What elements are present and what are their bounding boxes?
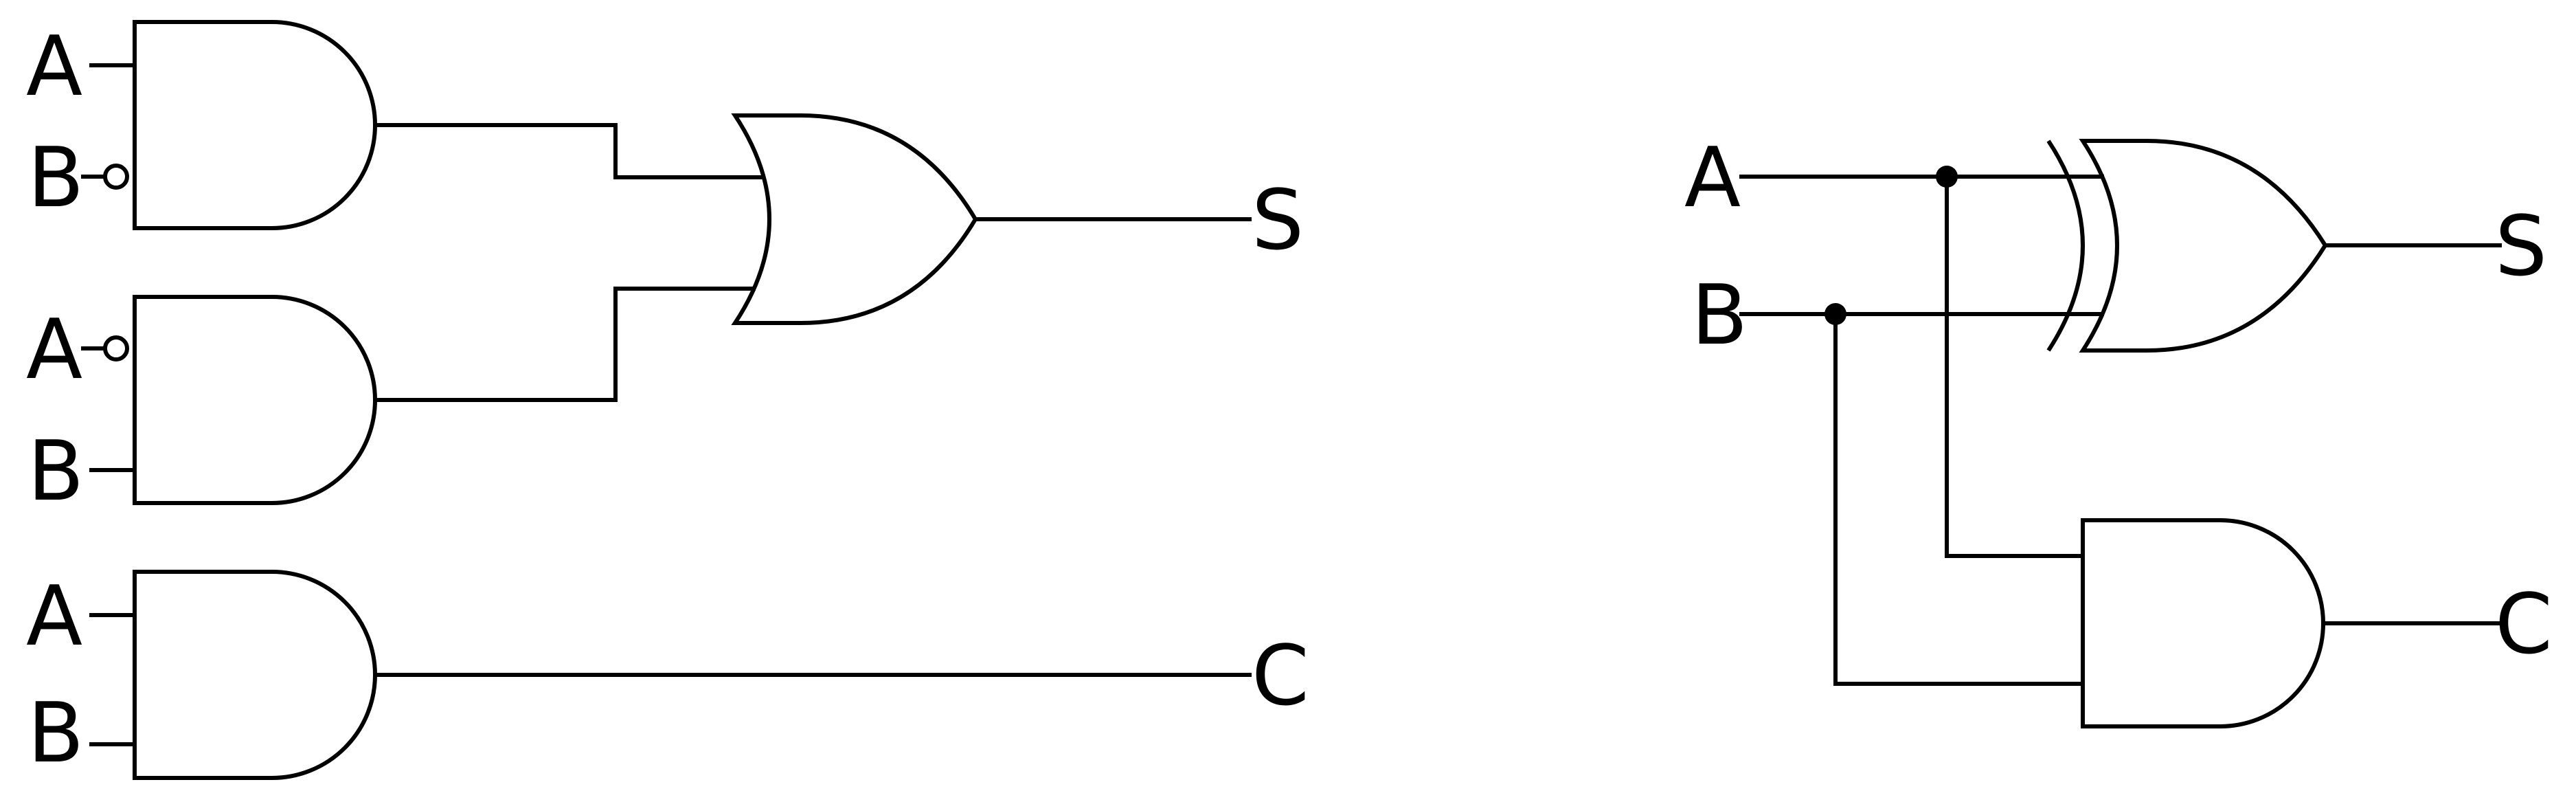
and-gate-carry [2081,518,2325,728]
carry-label-left: C [1252,629,1309,724]
b-branch-wire [1833,314,2083,686]
or-gate [731,113,978,325]
g2-label-b: B [27,424,84,520]
g3-label-b: B [27,686,84,781]
g1-label-b: B [27,131,84,226]
g3-label-a: A [26,569,82,665]
right-label-a: A [1684,131,1741,226]
g2-label-a: A [26,302,82,398]
xor-extra-arc [2046,140,2085,352]
sum-label-left: S [1252,173,1304,269]
a-branch-wire [1945,177,2083,558]
xor-gate [2079,139,2328,353]
g2-inverter-bubble [103,335,129,361]
right-label-b: B [1691,268,1748,364]
and-gate-2 [133,295,377,505]
left-circuit: A B A B A B S C [26,19,1309,781]
carry-label-right: C [2495,577,2553,673]
and-gate-3 [133,570,377,780]
and-gate-1 [133,20,377,230]
sum-label-right: S [2495,199,2547,295]
right-circuit: A B S C [1684,131,2553,728]
g1-inverter-bubble [103,164,129,190]
g1-label-a: A [26,19,82,115]
g1-to-or-wire [375,123,762,179]
g2-to-or-wire [375,287,756,402]
